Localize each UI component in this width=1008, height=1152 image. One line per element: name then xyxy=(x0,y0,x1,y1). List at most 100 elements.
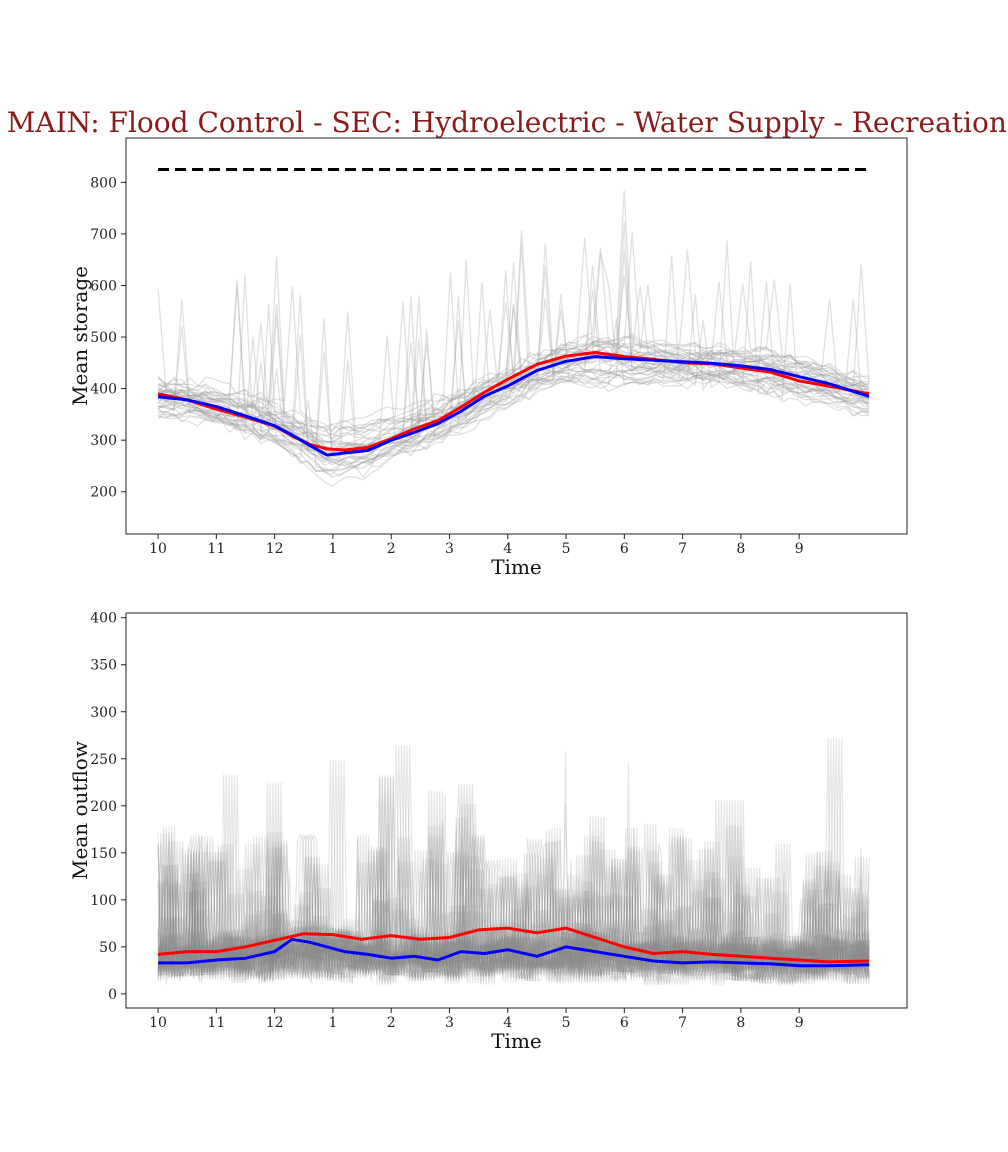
x-tick-label: 1 xyxy=(328,1015,337,1031)
background-trace xyxy=(157,270,870,464)
x-tick-label: 5 xyxy=(562,1015,571,1031)
y-tick-label: 50 xyxy=(99,940,117,956)
y-tick-label: 350 xyxy=(90,658,117,674)
y-tick-label: 700 xyxy=(90,227,117,243)
y-tick-label: 250 xyxy=(90,752,117,768)
outflow-axes-frame xyxy=(125,612,908,1009)
y-tick-label: 500 xyxy=(90,330,117,346)
background-trace xyxy=(157,243,870,436)
figure-title: MAIN: Flood Control - SEC: Hydroelectric… xyxy=(7,106,1008,139)
background-trace xyxy=(157,745,870,985)
outflow-y-ticks: 0 50 100 150 200 250 300 350 400 xyxy=(90,611,126,1003)
background-trace xyxy=(157,760,870,985)
y-tick-label: 200 xyxy=(90,799,117,815)
background-trace xyxy=(158,274,870,454)
y-tick-label: 0 xyxy=(108,987,117,1003)
y-tick-label: 300 xyxy=(90,705,117,721)
background-trace xyxy=(157,314,870,455)
background-trace xyxy=(158,253,870,428)
background-trace xyxy=(158,363,870,472)
x-tick-label: 4 xyxy=(503,1015,512,1031)
x-tick-label: 2 xyxy=(387,1015,396,1031)
outflow-series xyxy=(157,926,870,968)
x-tick-label: 10 xyxy=(149,1015,167,1031)
y-tick-label: 200 xyxy=(90,485,117,501)
background-trace xyxy=(157,777,870,986)
storage-background-traces xyxy=(157,190,870,487)
background-trace xyxy=(157,816,870,986)
x-tick-label: 7 xyxy=(678,541,687,557)
background-trace xyxy=(157,320,870,479)
background-trace xyxy=(157,794,870,984)
background-trace xyxy=(157,823,870,985)
background-trace xyxy=(157,777,870,986)
x-tick-label: 10 xyxy=(149,541,167,557)
background-trace xyxy=(157,286,870,433)
background-trace xyxy=(157,824,870,985)
background-trace xyxy=(157,738,870,984)
background-trace xyxy=(157,262,870,453)
x-tick-label: 6 xyxy=(620,541,629,557)
background-trace xyxy=(157,774,870,986)
background-trace xyxy=(157,745,870,985)
x-tick-label: 12 xyxy=(266,1015,284,1031)
x-tick-label: 1 xyxy=(328,541,337,557)
blue-series-line xyxy=(158,937,870,968)
storage-x-ticks: 10 11 12 1 2 3 4 5 6 7 8 9 xyxy=(149,534,804,557)
background-trace xyxy=(157,745,870,985)
background-trace xyxy=(157,774,870,986)
background-trace xyxy=(157,243,870,453)
background-trace xyxy=(157,800,870,986)
y-tick-label: 300 xyxy=(90,433,117,449)
background-trace xyxy=(157,774,870,986)
background-trace xyxy=(157,832,870,985)
background-trace xyxy=(157,774,870,986)
background-trace xyxy=(157,800,870,986)
storage-y-axis-label: Mean storage xyxy=(68,266,92,406)
x-tick-label: 6 xyxy=(620,1015,629,1031)
red-series-line xyxy=(157,926,870,964)
x-tick-label: 9 xyxy=(795,1015,804,1031)
background-trace xyxy=(157,221,870,487)
background-trace xyxy=(157,750,870,985)
background-trace xyxy=(157,249,870,433)
background-trace xyxy=(157,249,870,462)
x-tick-label: 11 xyxy=(207,541,225,557)
background-trace xyxy=(157,800,870,986)
x-tick-label: 8 xyxy=(736,1015,745,1031)
background-trace xyxy=(157,302,870,455)
x-tick-label: 9 xyxy=(795,541,804,557)
outflow-x-ticks: 10 11 12 1 2 3 4 5 6 7 8 9 xyxy=(149,1008,804,1031)
background-trace xyxy=(157,824,870,985)
background-trace xyxy=(157,774,870,986)
background-trace xyxy=(157,800,870,986)
background-trace xyxy=(158,255,870,443)
background-trace xyxy=(157,190,870,466)
background-trace xyxy=(157,823,870,985)
background-trace xyxy=(157,232,870,445)
y-tick-label: 150 xyxy=(90,846,117,862)
background-trace xyxy=(158,738,870,984)
storage-y-ticks: 200 300 400 500 600 700 800 xyxy=(90,175,126,501)
background-trace xyxy=(157,303,870,455)
background-trace xyxy=(157,823,870,985)
x-tick-label: 3 xyxy=(445,541,454,557)
background-trace xyxy=(157,308,870,478)
background-trace xyxy=(157,834,870,984)
storage-series xyxy=(157,351,870,457)
background-trace xyxy=(158,295,870,447)
background-trace xyxy=(158,299,870,455)
background-trace xyxy=(158,261,870,454)
y-tick-label: 800 xyxy=(90,175,117,191)
x-tick-label: 3 xyxy=(445,1015,454,1031)
x-tick-label: 4 xyxy=(503,541,512,557)
background-trace xyxy=(157,745,870,985)
background-trace xyxy=(157,284,870,457)
storage-axes-frame xyxy=(125,137,908,535)
background-trace xyxy=(157,816,870,986)
outflow-x-axis-label: Time xyxy=(491,1029,542,1053)
background-trace xyxy=(157,777,870,986)
background-trace xyxy=(157,763,870,985)
